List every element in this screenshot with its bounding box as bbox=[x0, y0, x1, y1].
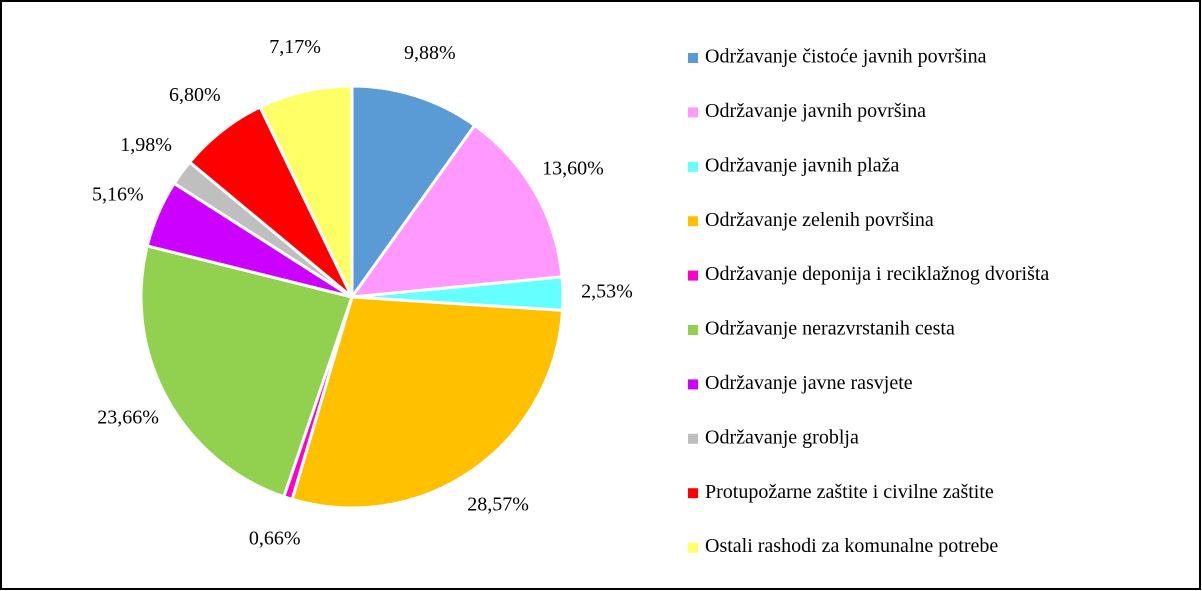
pie-slice bbox=[350, 84, 477, 302]
data-label: 5,16% bbox=[92, 184, 144, 206]
data-label: 9,88% bbox=[404, 42, 456, 64]
legend-label: Održavanje javnih plaža bbox=[705, 154, 899, 176]
data-label: 0,66% bbox=[249, 528, 301, 550]
legend-label: Održavanje nerazvrstanih cesta bbox=[705, 318, 955, 340]
data-label: 1,98% bbox=[120, 134, 172, 156]
pie-slice bbox=[290, 295, 565, 510]
pie-slice bbox=[258, 84, 354, 298]
data-label: 23,66% bbox=[97, 407, 159, 429]
legend-swatch bbox=[688, 161, 698, 172]
legend-label: Održavanje deponija i reciklažnog dvoriš… bbox=[705, 263, 1049, 285]
data-label: 6,80% bbox=[169, 84, 221, 106]
legend-label: Održavanje čistoće javnih površina bbox=[705, 46, 987, 68]
pie-slice bbox=[139, 244, 354, 499]
legend-swatch bbox=[688, 53, 698, 63]
legend-label: Protupožarne zaštite i civilne zaštite bbox=[705, 481, 994, 503]
legend-swatch bbox=[688, 379, 698, 390]
data-label: 28,57% bbox=[467, 494, 529, 516]
legend-swatch bbox=[688, 488, 698, 499]
legend-label: Ostali rashodi za komunalne potrebe bbox=[705, 535, 998, 557]
legend-swatch bbox=[688, 325, 698, 335]
legend-swatch bbox=[688, 433, 698, 444]
data-label: 13,60% bbox=[542, 157, 604, 179]
data-label: 2,53% bbox=[581, 280, 633, 302]
legend-swatch bbox=[688, 107, 698, 118]
legend-swatch bbox=[688, 542, 698, 553]
pie-slice bbox=[348, 123, 564, 299]
legend-swatch bbox=[688, 270, 698, 281]
legend-label: Održavanje javnih površina bbox=[705, 100, 926, 122]
legend-label: Održavanje groblja bbox=[705, 426, 859, 448]
legend-label: Održavanje zelenih površina bbox=[705, 209, 934, 231]
legend-label: Održavanje javne rasvjete bbox=[705, 372, 913, 394]
data-label: 7,17% bbox=[269, 36, 321, 58]
legend-swatch bbox=[688, 216, 698, 227]
